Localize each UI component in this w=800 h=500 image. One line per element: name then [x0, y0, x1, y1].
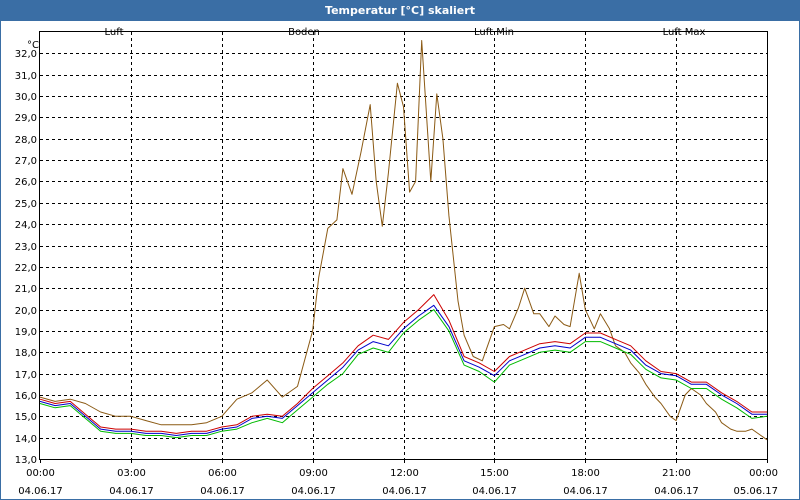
x-tick-date: 05.06.17: [733, 486, 778, 497]
series-line-luft: [39, 304, 767, 436]
y-tick-label: 21,0: [15, 284, 37, 295]
window-title: Temperatur [°C] skaliert: [1, 1, 799, 21]
x-tick-labels: 00:00 04.06.17 03:00 04.06.17 06:00 04.06.17 0…: [18, 468, 778, 497]
x-tick-date: 04.06.17: [654, 486, 699, 497]
y-tick-label: 31,0: [15, 71, 37, 82]
grid: [40, 32, 768, 463]
x-tick-time: 21:00: [662, 468, 691, 479]
y-tick-label: 20,0: [15, 306, 37, 317]
x-tick-time: 03:00: [117, 468, 146, 479]
x-tick-time: 06:00: [208, 468, 237, 479]
temperature-chart: °C 13,0 14,0 15,0 16,0 17,0 18,0 19,0 20,0 21,0 2…: [15, 27, 778, 497]
y-tick-labels: 13,0 14,0 15,0 16,0 17,0 18,0 19,0 20,0 21,0 22,0…: [15, 49, 37, 466]
x-tick-date: 04.06.17: [18, 486, 63, 497]
series-line-luft-max: [39, 294, 767, 434]
x-tick-time: 09:00: [299, 468, 328, 479]
y-tick-label: 15,0: [15, 412, 37, 423]
y-tick-label: 27,0: [15, 156, 37, 167]
legend-item-luft-min[interactable]: Luft Min: [474, 27, 514, 38]
y-tick-label: 13,0: [15, 455, 37, 466]
x-tick-time: 00:00: [26, 468, 55, 479]
series-line-boden: [39, 40, 768, 441]
y-tick-label: 17,0: [15, 370, 37, 381]
y-tick-label: 29,0: [15, 113, 37, 124]
legend-item-luft-max[interactable]: Luft Max: [663, 27, 706, 38]
x-tick-time: 18:00: [571, 468, 600, 479]
plot-frame: [39, 31, 768, 460]
y-tick-label: 28,0: [15, 135, 37, 146]
x-tick-time: 00:00: [749, 468, 778, 479]
series-line-luft-min: [39, 309, 768, 439]
x-tick-date: 04.06.17: [563, 486, 608, 497]
legend-item-luft[interactable]: Luft: [105, 27, 124, 38]
series-lines: [39, 40, 768, 441]
y-tick-label: 30,0: [15, 92, 37, 103]
x-tick-date: 04.06.17: [472, 486, 517, 497]
x-tick-time: 15:00: [480, 468, 509, 479]
y-tick-label: 18,0: [15, 348, 37, 359]
y-tick-label: 14,0: [15, 434, 37, 445]
x-tick-time: 12:00: [390, 468, 419, 479]
legend-item-boden[interactable]: Boden: [288, 27, 320, 38]
y-tick-label: 32,0: [15, 49, 37, 60]
x-tick-date: 04.06.17: [109, 486, 154, 497]
y-tick-label: 25,0: [15, 199, 37, 210]
legend[interactable]: Luft Boden Luft Min Luft Max: [105, 27, 706, 38]
y-tick-label: 19,0: [15, 327, 37, 338]
y-tick-label: 23,0: [15, 242, 37, 253]
x-tick-date: 04.06.17: [200, 486, 245, 497]
y-tick-label: 16,0: [15, 391, 37, 402]
x-tick-date: 04.06.17: [382, 486, 427, 497]
x-tick-date: 04.06.17: [291, 486, 336, 497]
y-tick-label: 24,0: [15, 220, 37, 231]
y-axis-label: °C: [27, 40, 39, 51]
y-tick-label: 26,0: [15, 177, 37, 188]
y-tick-label: 22,0: [15, 263, 37, 274]
